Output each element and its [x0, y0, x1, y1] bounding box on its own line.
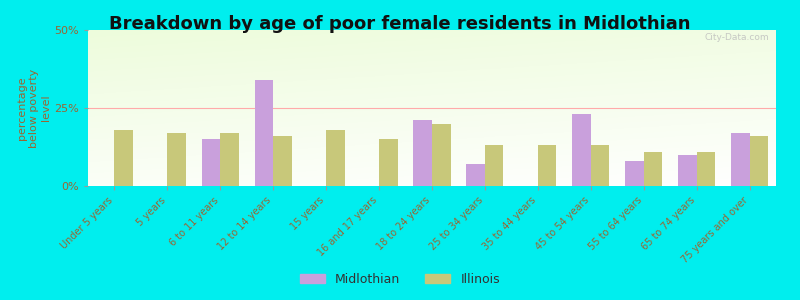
Text: City-Data.com: City-Data.com [705, 33, 769, 42]
Bar [167, 133, 186, 186]
Bar [644, 152, 662, 186]
Bar [114, 130, 133, 186]
Bar [254, 80, 274, 186]
Text: Breakdown by age of poor female residents in Midlothian: Breakdown by age of poor female resident… [110, 15, 690, 33]
Bar [485, 146, 503, 186]
Bar [590, 146, 610, 186]
Bar [274, 136, 292, 186]
Bar [220, 133, 239, 186]
Bar [750, 136, 768, 186]
Bar [731, 133, 750, 186]
Bar [202, 139, 220, 186]
Bar [572, 114, 590, 186]
Bar [697, 152, 715, 186]
Y-axis label: percentage
below poverty
level: percentage below poverty level [17, 68, 51, 148]
Bar [414, 121, 432, 186]
Bar [326, 130, 345, 186]
Bar [432, 124, 450, 186]
Legend: Midlothian, Illinois: Midlothian, Illinois [295, 268, 505, 291]
Bar [379, 139, 398, 186]
Bar [678, 155, 697, 186]
Bar [538, 146, 556, 186]
Bar [466, 164, 485, 186]
Bar [625, 161, 644, 186]
